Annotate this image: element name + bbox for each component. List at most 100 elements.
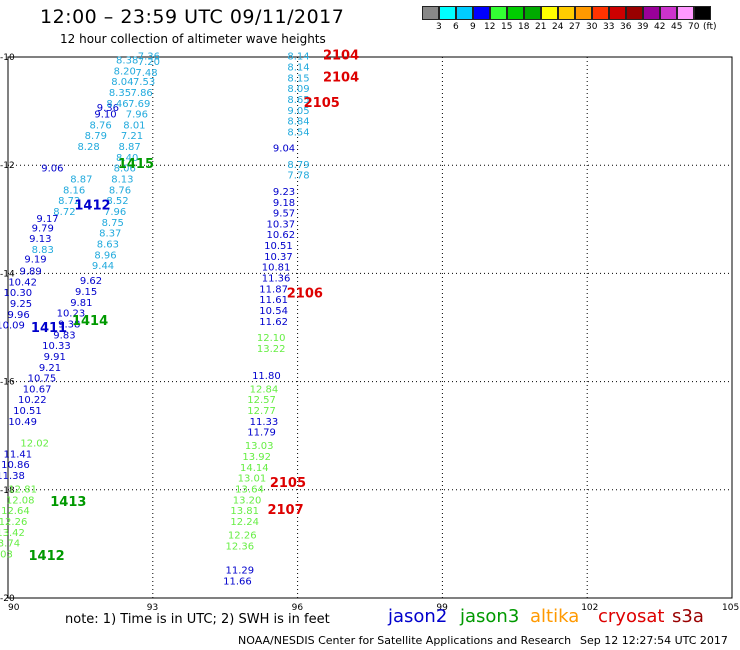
swh-value: 8.13 xyxy=(111,175,133,186)
swh-value: 11.38 xyxy=(0,471,25,482)
legend-color-bar xyxy=(422,6,711,20)
swh-value: 8.09 xyxy=(287,84,309,95)
legend-swatch xyxy=(524,6,541,20)
legend-unit: (ft) xyxy=(703,22,717,32)
swh-value: 7.21 xyxy=(121,131,143,142)
legend-swatch xyxy=(694,6,711,20)
swh-value: 9.04 xyxy=(273,144,295,155)
legend-swatch xyxy=(473,6,490,20)
swh-value: 8.06 xyxy=(114,164,136,175)
swh-value: 8.76 xyxy=(109,185,131,196)
swh-value: 11.79 xyxy=(247,428,276,439)
swh-value: 9.17 xyxy=(36,214,58,225)
swh-value: 8.14 xyxy=(287,63,309,74)
swh-value: 11.36 xyxy=(262,274,291,285)
pass-number-label: 1412 xyxy=(74,199,110,214)
legend-label: 12 xyxy=(484,22,496,32)
page-title: 12:00 – 23:59 UTC 09/11/2017 xyxy=(40,6,345,28)
legend-swatch xyxy=(609,6,626,20)
swh-value: 9.21 xyxy=(39,363,61,374)
swh-value: 10.54 xyxy=(259,306,288,317)
legend-label: 33 xyxy=(603,22,615,32)
swh-value: 8.84 xyxy=(287,117,309,128)
satellite-label-jason3: jason3 xyxy=(460,606,520,627)
pass-number-label: 2107 xyxy=(267,503,303,518)
legend-swatch xyxy=(575,6,592,20)
legend-swatch xyxy=(643,6,660,20)
swh-value: 12.10 xyxy=(257,333,286,344)
latitude-tick-label: -16 xyxy=(0,378,15,388)
swh-value: 11.80 xyxy=(252,371,281,382)
swh-value: 8.65 xyxy=(287,95,309,106)
swh-value: 7.69 xyxy=(128,99,150,110)
pass-number-label: 2104 xyxy=(323,70,359,85)
swh-value: 9.05 xyxy=(287,106,309,117)
swh-value: 9.06 xyxy=(41,164,63,175)
swh-value: 10.62 xyxy=(267,230,296,241)
swh-value: 9.96 xyxy=(7,310,29,321)
pass-number-label: 2104 xyxy=(323,49,359,64)
legend-swatch xyxy=(592,6,609,20)
pass-number-label: 1412 xyxy=(29,549,65,564)
swh-value: 8.04 xyxy=(111,77,133,88)
swh-value: 12.84 xyxy=(250,384,279,395)
longitude-tick-label: 93 xyxy=(147,603,158,613)
swh-value: 10.67 xyxy=(23,384,52,395)
satellite-label-s3a: s3a xyxy=(672,606,704,627)
swh-value: 12.26 xyxy=(228,530,257,541)
longitude-tick-label: 96 xyxy=(292,603,304,613)
swh-value: 10.86 xyxy=(1,460,30,471)
swh-value: 9.81 xyxy=(70,298,92,309)
swh-value: 9.19 xyxy=(24,255,46,266)
legend-label: 30 xyxy=(586,22,598,32)
latitude-tick-label: -10 xyxy=(0,53,15,63)
latitude-tick-label: -14 xyxy=(0,269,15,279)
swh-value: 8.28 xyxy=(77,142,99,153)
swh-value: 8.75 xyxy=(102,218,124,229)
swh-value: 13.74 xyxy=(0,539,20,550)
swh-value: 9.44 xyxy=(92,261,114,272)
swh-value: 13.64 xyxy=(235,485,264,496)
swh-value: 8.79 xyxy=(287,160,309,171)
latitude-tick-label: -20 xyxy=(0,594,15,604)
swh-value: 8.83 xyxy=(32,245,54,256)
legend-label: 24 xyxy=(552,22,564,32)
swh-value: 13.22 xyxy=(257,344,286,355)
swh-value: 12.36 xyxy=(226,541,255,552)
longitude-tick-label: 105 xyxy=(722,603,739,613)
longitude-tick-label: 102 xyxy=(581,603,598,613)
swh-value: 13.03 xyxy=(0,549,13,560)
swh-value: 9.13 xyxy=(29,234,51,245)
swh-value: 7.20 xyxy=(138,57,160,68)
longitude-tick-label: 99 xyxy=(436,603,448,613)
pass-number-label: 2105 xyxy=(304,96,340,111)
swh-value: 8.37 xyxy=(99,229,121,240)
swh-value: 8.35 xyxy=(109,88,131,99)
swh-value: 11.87 xyxy=(259,284,288,295)
swh-value: 8.54 xyxy=(287,127,309,138)
swh-value: 9.89 xyxy=(20,266,42,277)
credit-line: NOAA/NESDIS Center for Satellite Applica… xyxy=(238,634,572,647)
satellite-label-altika: altika xyxy=(530,606,580,627)
color-legend: 3 6 9 12 15 18 21 24 27 30 33 36 39 42 45 70 (ft) xyxy=(422,6,717,32)
swh-value: 11.41 xyxy=(3,449,32,460)
swh-value: 10.33 xyxy=(42,341,71,352)
legend-label: 45 xyxy=(671,22,683,32)
swh-value: 8.38 xyxy=(116,55,138,66)
swh-value: 14.14 xyxy=(240,463,269,474)
swh-value: 12.64 xyxy=(1,506,30,517)
swh-value: 9.10 xyxy=(94,110,116,121)
swh-value: 9.15 xyxy=(75,287,97,298)
legend-swatch xyxy=(677,6,694,20)
swh-value: 13.42 xyxy=(0,528,25,539)
swh-value: 8.16 xyxy=(63,185,85,196)
swh-value: 8.14 xyxy=(287,52,309,63)
pass-number-label: 2106 xyxy=(287,287,323,302)
legend-swatch xyxy=(558,6,575,20)
legend-label: 36 xyxy=(620,22,632,32)
swh-value: 8.15 xyxy=(287,73,309,84)
swh-value: 10.09 xyxy=(0,321,25,332)
swh-value: 13.20 xyxy=(233,495,262,506)
legend-label: 70 xyxy=(688,22,700,32)
